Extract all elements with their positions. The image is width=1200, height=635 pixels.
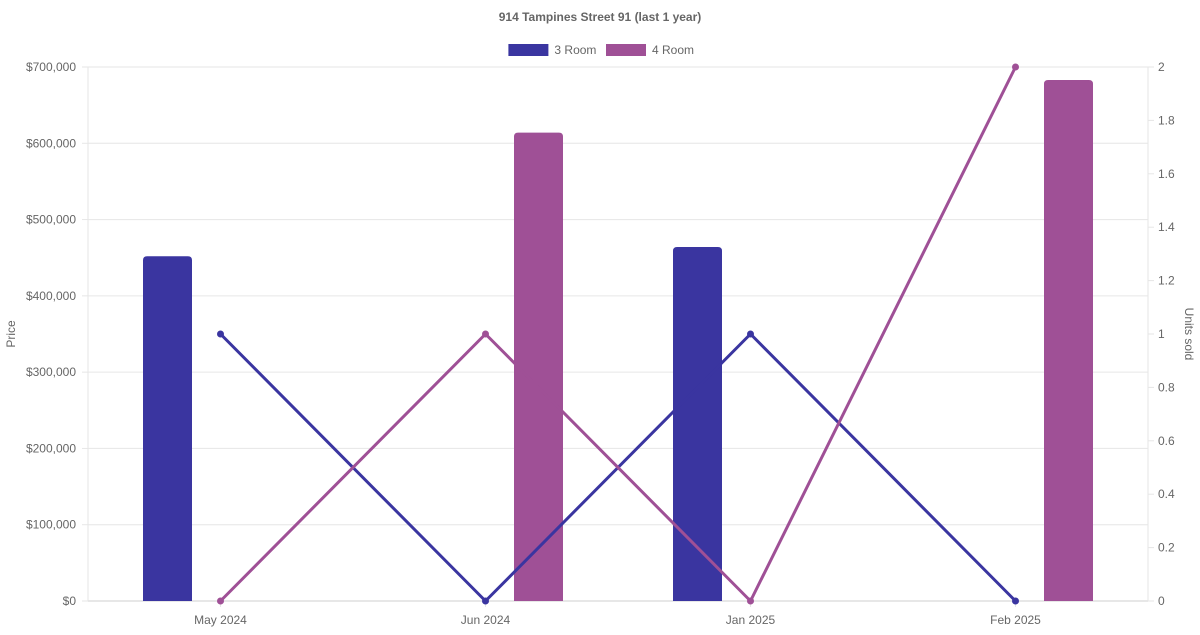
point-3-room-2	[747, 330, 754, 338]
legend-swatch-3-room	[508, 44, 549, 56]
right-tick-label: 0	[1158, 594, 1165, 608]
legend-swatch-4-room	[606, 44, 646, 56]
left-tick-label: $500,000	[26, 213, 76, 227]
left-tick-label: $100,000	[26, 518, 76, 532]
point-3-room-0	[217, 330, 224, 338]
legend: 3 Room 4 Room	[508, 43, 694, 57]
left-tick-label: $700,000	[26, 60, 76, 74]
right-tick-label: 1.4	[1158, 220, 1175, 234]
x-tick-label: Jan 2025	[726, 613, 776, 627]
right-tick-label: 1.2	[1158, 274, 1175, 288]
point-4-room-2	[747, 597, 754, 605]
legend-label: 3 Room	[554, 43, 596, 57]
line-4-room	[219, 66, 1017, 603]
left-tick-label: $600,000	[26, 136, 76, 150]
right-tick-label: 1	[1158, 327, 1165, 341]
chart-title: 914 Tampines Street 91 (last 1 year)	[499, 10, 702, 24]
bar-3-room-2	[673, 247, 722, 601]
x-tick-label: Jun 2024	[461, 613, 511, 627]
right-tick-label: 0.6	[1158, 434, 1175, 448]
point-3-room-3	[1012, 597, 1019, 605]
x-tick-label: Feb 2025	[990, 613, 1041, 627]
point-4-room-3	[1012, 63, 1019, 71]
legend-label: 4 Room	[652, 43, 694, 57]
right-tick-label: 1.6	[1158, 167, 1175, 181]
left-tick-label: $200,000	[26, 441, 76, 455]
x-tick-label: May 2024	[194, 613, 247, 627]
left-axis-ticks: $0 $100,000 $200,000 $300,000 $400,000 $500,0…	[26, 60, 88, 608]
left-tick-label: $0	[63, 594, 77, 608]
left-tick-label: $300,000	[26, 365, 76, 379]
point-4-room-0	[217, 597, 224, 605]
left-tick-label: $400,000	[26, 289, 76, 303]
point-4-room-1	[482, 330, 489, 338]
right-axis-title: Units sold	[1182, 308, 1196, 361]
bar-4-room-3	[1044, 79, 1093, 602]
right-tick-label: 0.2	[1158, 541, 1175, 555]
x-axis-ticks: May 2024 Jun 2024 Jan 2025 Feb 2025	[194, 601, 1041, 627]
right-tick-label: 0.8	[1158, 380, 1175, 394]
right-tick-label: 2	[1158, 60, 1165, 74]
price-bars	[143, 79, 1093, 602]
bar-3-room-0	[143, 256, 192, 601]
gridlines	[87, 66, 1149, 602]
bar-4-room-1	[514, 132, 563, 601]
right-tick-label: 1.8	[1158, 113, 1175, 127]
point-3-room-1	[482, 597, 489, 605]
units-lines	[217, 63, 1019, 605]
right-tick-label: 0.4	[1158, 487, 1175, 501]
left-axis-title: Price	[4, 320, 18, 348]
right-axis-ticks: 0 0.2 0.4 0.6 0.8 1 1.2 1.4 1.6 1.8 2	[1148, 60, 1175, 608]
